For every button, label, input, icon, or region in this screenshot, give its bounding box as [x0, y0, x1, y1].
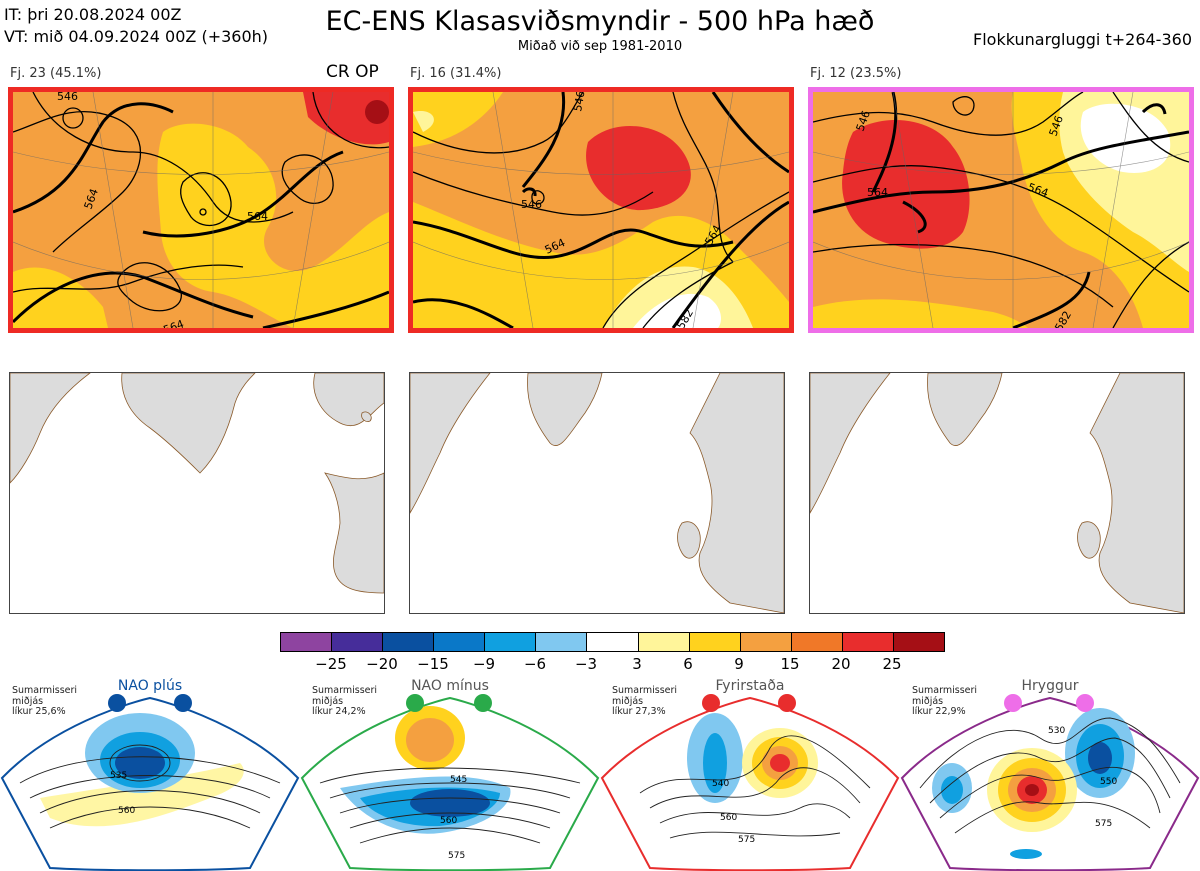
colorbar-tick-label: 3 [632, 655, 642, 673]
colorbar-swatch [434, 633, 486, 651]
regime-ridge: 530 550 575 Hryggur Sumarmisseri miðjás lí… [900, 678, 1200, 871]
regime-contour-label: 540 [712, 779, 729, 789]
regime-dot [406, 694, 424, 712]
regime-contour-label: 560 [720, 813, 737, 823]
regime-dot [1004, 694, 1022, 712]
colorbar-swatch [281, 633, 333, 651]
regime-dot [174, 694, 192, 712]
regime-dot [108, 694, 126, 712]
colorbar-tick-label: −9 [472, 655, 496, 673]
regime-contour-label: 560 [440, 816, 457, 826]
cluster-1-label: Fj. 23 (45.1%) [10, 66, 102, 81]
header-dates: IT: þri 20.08.2024 00Z VT: mið 04.09.202… [4, 4, 268, 48]
regime-contour-label: 545 [450, 775, 467, 785]
colorbar-swatch [536, 633, 588, 651]
cluster-2-label: Fj. 16 (31.4%) [410, 66, 502, 81]
colorbar-tick-label: −25 [315, 655, 347, 673]
contour-label: 546 [571, 92, 587, 113]
cluster-1-map: 564 564 564 582 546 [8, 87, 394, 333]
regime-info: Sumarmisseri miðjás líkur 24,2% [312, 685, 378, 717]
colorbar-swatch [332, 633, 384, 651]
regime-contour-label: 550 [1100, 777, 1117, 787]
regime-contour-label: 575 [1095, 819, 1112, 829]
colorbar-swatch [791, 633, 843, 651]
page-title: EC-ENS Klasasviðsmyndir - 500 hPa hæð [325, 6, 875, 37]
colorbar-tick-label: −15 [417, 655, 449, 673]
regime-info: Sumarmisseri miðjás líkur 25,6% [12, 685, 78, 717]
contour-label: 564 [162, 317, 186, 328]
empty-map-2 [409, 372, 785, 614]
regime-dot [778, 694, 796, 712]
colorbar-tick-label: −3 [574, 655, 598, 673]
regime-nao-plus: 535 560 NAO plús Sumarmisseri miðjás líkur… [0, 678, 300, 871]
contour-label: 564 [867, 186, 888, 199]
colorbar-tick-label: −6 [523, 655, 547, 673]
cluster-2-map: 546 546 564 564 582 [408, 87, 794, 333]
classification-window: Flokkunargluggi t+264-360 [973, 30, 1192, 49]
regime-info: Sumarmisseri miðjás líkur 27,3% [612, 685, 678, 717]
contour-label: 564 [247, 210, 268, 223]
regime-contour-label: 575 [738, 835, 755, 845]
colorbar [280, 632, 945, 652]
colorbar-tick-label: −20 [366, 655, 398, 673]
regime-title: NAO mínus [411, 678, 489, 694]
regime-contour-label: 530 [1048, 726, 1065, 736]
empty-map-3 [809, 372, 1185, 614]
colorbar-tick-label: 6 [683, 655, 693, 673]
contour-label: 546 [57, 92, 78, 103]
cluster-tag: CR OP [326, 62, 379, 82]
colorbar-tick-label: 9 [734, 655, 744, 673]
regime-contour-label: 575 [448, 851, 465, 861]
regime-dot [474, 694, 492, 712]
regime-title: Hryggur [1021, 678, 1079, 694]
colorbar-swatch [383, 633, 435, 651]
regime-title: NAO plús [117, 678, 183, 694]
colorbar-swatch [842, 633, 894, 651]
colorbar-swatch [740, 633, 792, 651]
regime-dot [1076, 694, 1094, 712]
regime-nao-minus: 545 560 575 NAO mínus Sumarmisseri miðjás… [300, 678, 600, 871]
regime-title: Fyrirstaða [715, 678, 785, 694]
empty-map-1 [9, 372, 385, 614]
colorbar-tick-label: 20 [831, 655, 851, 673]
regime-dot [702, 694, 720, 712]
colorbar-swatch [587, 633, 639, 651]
cluster-3-label: Fj. 12 (23.5%) [810, 66, 902, 81]
colorbar-swatch [638, 633, 690, 651]
regime-info: Sumarmisseri miðjás líkur 22,9% [912, 685, 978, 717]
regime-blocking: 540 560 575 Fyrirstaða Sumarmisseri miðjá… [600, 678, 900, 871]
valid-time: VT: mið 04.09.2024 00Z (+360h) [4, 27, 269, 46]
colorbar-swatch [689, 633, 741, 651]
page-subtitle: Miðað við sep 1981-2010 [517, 39, 683, 54]
regime-contour-label: 535 [110, 771, 127, 781]
colorbar-swatch [893, 633, 945, 651]
colorbar-swatch [485, 633, 537, 651]
colorbar-tick-label: 25 [882, 655, 902, 673]
regime-contour-label: 560 [118, 806, 135, 816]
cluster-3-map: 546 546 564 564 582 [808, 87, 1194, 333]
colorbar-tick-label: 15 [780, 655, 800, 673]
initial-time: IT: þri 20.08.2024 00Z [4, 5, 182, 24]
contour-label: 546 [521, 198, 542, 211]
